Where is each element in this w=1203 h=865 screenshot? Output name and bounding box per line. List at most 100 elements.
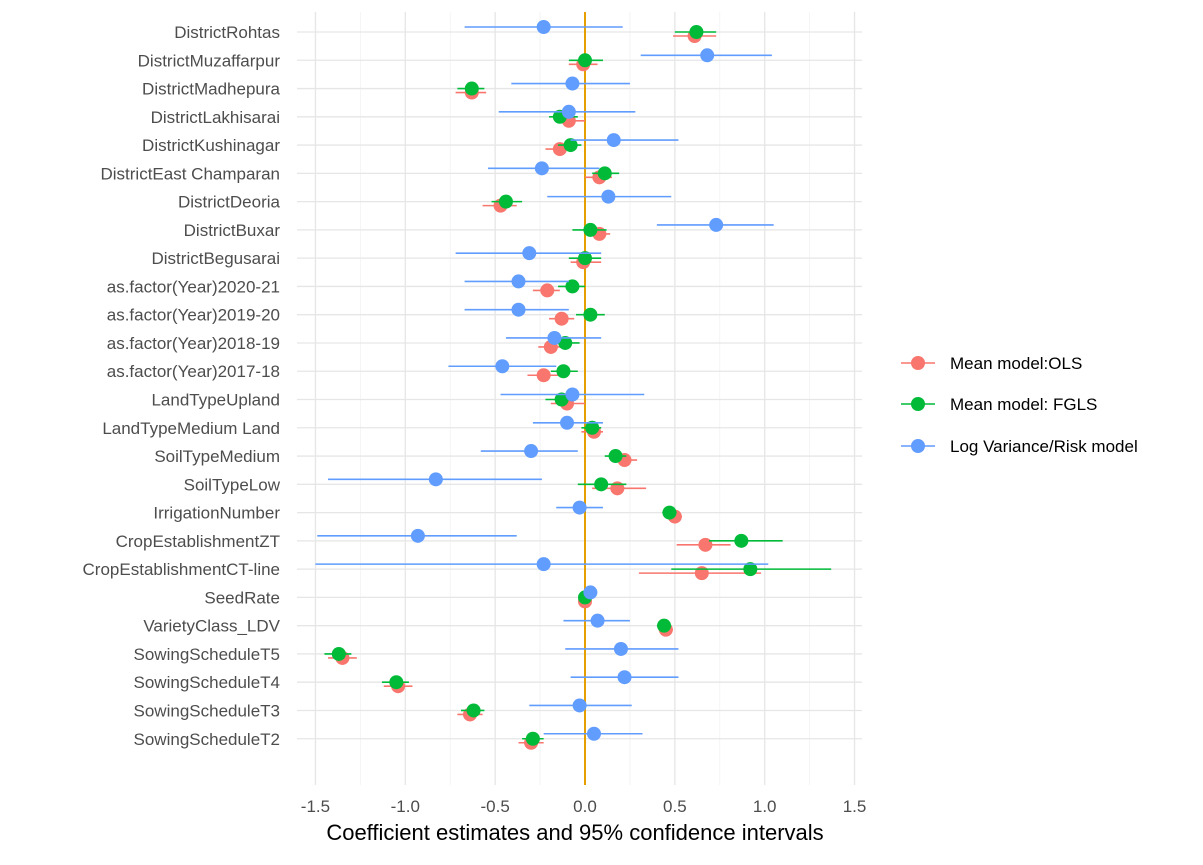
data-point	[583, 222, 598, 237]
x-axis-title: Coefficient estimates and 95% confidence…	[326, 820, 823, 845]
data-marks	[315, 20, 832, 750]
y-tick-label: DistrictRohtas	[174, 23, 280, 42]
data-point	[495, 359, 510, 374]
data-point	[578, 251, 592, 266]
data-point	[700, 48, 715, 63]
data-point	[534, 161, 549, 176]
x-tick-label: 1.0	[753, 797, 777, 816]
data-point	[610, 481, 625, 496]
data-point	[389, 675, 404, 690]
legend-key-point	[911, 439, 925, 453]
series-1	[324, 25, 832, 746]
data-point	[536, 368, 551, 383]
y-tick-label: as.factor(Year)2019-20	[107, 306, 280, 325]
data-point	[585, 420, 600, 435]
data-point	[556, 364, 571, 379]
data-point	[694, 566, 709, 581]
data-point	[511, 302, 526, 317]
x-tick-label: -1.5	[301, 797, 330, 816]
data-point	[560, 415, 575, 430]
data-point	[617, 670, 632, 685]
data-point	[522, 246, 537, 261]
data-point	[563, 138, 578, 153]
x-tick-label: -0.5	[481, 797, 510, 816]
grid	[297, 12, 862, 785]
data-point	[561, 104, 576, 119]
x-tick-label: -1.0	[391, 797, 420, 816]
legend-key-point	[911, 397, 925, 411]
y-axis-labels: DistrictRohtas DistrictMuzaffarpur Distric…	[83, 23, 281, 749]
legend-label: Mean model: FGLS	[950, 395, 1097, 414]
x-axis-labels: -1.5 -1.0 -0.5 0.0 0.5 1.0 1.5	[301, 797, 867, 816]
y-tick-label: DistrictBegusarai	[152, 249, 281, 268]
data-point	[662, 505, 677, 520]
data-point	[597, 166, 612, 181]
data-point	[606, 133, 621, 148]
data-point	[594, 477, 609, 492]
data-point	[428, 472, 443, 487]
data-point	[540, 283, 555, 298]
y-tick-label: DistrictMuzaffarpur	[138, 51, 281, 70]
data-point	[464, 81, 479, 96]
data-point	[525, 731, 540, 746]
y-tick-label: SeedRate	[204, 588, 280, 607]
x-tick-label: 0.0	[573, 797, 597, 816]
data-point	[554, 392, 569, 407]
y-tick-label: SowingScheduleT2	[134, 730, 280, 749]
y-tick-label: as.factor(Year)2017-18	[107, 362, 280, 381]
x-tick-label: 0.5	[663, 797, 687, 816]
y-tick-label: IrrigationNumber	[153, 504, 280, 523]
data-point	[565, 387, 580, 402]
data-point	[498, 194, 513, 209]
y-tick-label: LandTypeUpland	[151, 391, 280, 410]
y-tick-label: LandTypeMedium Land	[102, 419, 280, 438]
y-tick-label: as.factor(Year)2020-21	[107, 277, 280, 296]
legend-label: Log Variance/Risk model	[950, 437, 1138, 456]
data-point	[608, 449, 623, 464]
data-point	[583, 585, 598, 600]
y-tick-label: DistrictLakhisarai	[151, 108, 280, 127]
y-tick-label: CropEstablishmentZT	[116, 532, 280, 551]
legend: Mean model:OLS Mean model: FGLS Log Varian…	[901, 354, 1138, 456]
y-tick-label: SoilTypeLow	[184, 475, 281, 494]
data-point	[734, 533, 749, 548]
data-point	[590, 613, 605, 628]
data-point	[554, 311, 569, 326]
data-point	[613, 641, 628, 656]
data-point	[572, 500, 587, 515]
series-0	[328, 29, 762, 750]
data-point	[536, 557, 551, 572]
y-tick-label: SowingScheduleT4	[134, 673, 280, 692]
x-tick-label: 1.5	[843, 797, 867, 816]
y-tick-label: DistrictKushinagar	[142, 136, 280, 155]
data-point	[657, 618, 672, 633]
data-point	[583, 307, 598, 322]
data-point	[743, 562, 758, 577]
data-point	[586, 726, 601, 741]
data-point	[689, 25, 704, 39]
y-tick-label: SowingScheduleT5	[134, 645, 280, 664]
legend-label: Mean model:OLS	[950, 354, 1082, 373]
data-point	[565, 279, 580, 294]
data-point	[601, 189, 616, 204]
data-point	[565, 76, 580, 91]
y-tick-label: DistrictDeoria	[178, 193, 281, 212]
y-tick-label: SoilTypeMedium	[154, 447, 280, 466]
data-point	[466, 703, 481, 718]
data-point	[331, 646, 346, 661]
y-tick-label: as.factor(Year)2018-19	[107, 334, 280, 353]
series-2	[315, 20, 774, 741]
y-tick-label: CropEstablishmentCT-line	[83, 560, 280, 579]
data-point	[558, 335, 573, 350]
data-point	[547, 330, 562, 345]
data-point	[698, 537, 713, 552]
data-point	[578, 53, 592, 68]
y-tick-label: VarietyClass_LDV	[143, 617, 280, 636]
data-point	[410, 528, 425, 543]
y-tick-label: DistrictMadhepura	[142, 80, 280, 99]
y-tick-label: DistrictEast Champaran	[100, 164, 280, 183]
legend-key-point	[911, 356, 925, 370]
data-point	[511, 274, 526, 289]
